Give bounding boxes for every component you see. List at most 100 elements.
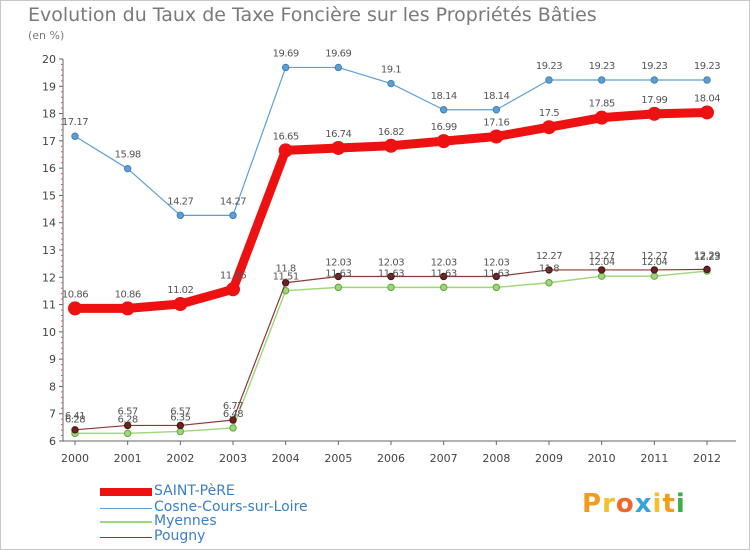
data-label: 17.5 <box>539 108 559 119</box>
series-2-point <box>492 283 501 292</box>
series-3-point <box>229 416 237 424</box>
data-label: 10.86 <box>62 289 88 300</box>
logo-letter: i <box>675 489 686 519</box>
y-tick-label: 13 <box>42 244 56 257</box>
series-3-point <box>176 421 185 430</box>
legend-swatch <box>100 521 152 523</box>
series-0-point <box>120 301 135 316</box>
series-3-point <box>492 272 501 281</box>
x-tick-label: 2006 <box>377 452 405 465</box>
data-label: 19.69 <box>325 48 351 59</box>
logo-letter: P <box>582 489 603 519</box>
y-tick-label: 12 <box>42 271 56 284</box>
legend-swatch <box>100 536 152 538</box>
x-tick-label: 2008 <box>482 452 510 465</box>
data-label: 16.82 <box>378 127 404 138</box>
data-label: 19.23 <box>694 61 720 72</box>
series-0-point <box>278 143 293 158</box>
data-label: 6.28 <box>65 414 85 425</box>
data-label: 19.69 <box>273 48 299 59</box>
data-label: 10.86 <box>115 289 141 300</box>
y-tick-label: 15 <box>42 189 56 202</box>
x-tick-label: 2004 <box>272 452 300 465</box>
x-tick-label: 2007 <box>430 452 458 465</box>
data-label: 6.57 <box>118 406 138 417</box>
series-0-point <box>68 301 82 316</box>
data-label: 12.27 <box>641 251 667 262</box>
series-1-point <box>71 132 79 140</box>
data-label: 11.8 <box>276 264 296 275</box>
data-label: 16.74 <box>325 129 351 140</box>
legend-label: Cosne-Cours-sur-Loire <box>154 499 308 515</box>
x-tick-label: 2010 <box>588 452 616 465</box>
data-label: 18.04 <box>694 93 720 104</box>
series-3-point <box>439 272 448 281</box>
y-tick-label: 14 <box>42 217 56 230</box>
data-label: 6.35 <box>170 412 190 423</box>
series-1-point <box>597 76 606 84</box>
data-label: 11.63 <box>431 268 457 279</box>
y-tick-label: 20 <box>42 53 56 66</box>
x-tick-label: 2000 <box>61 452 89 465</box>
data-label: 17.16 <box>483 117 509 128</box>
data-label: 12.27 <box>536 251 562 262</box>
legend-swatch <box>100 507 152 509</box>
series-0-point <box>331 140 346 155</box>
data-label: 19.23 <box>641 61 667 72</box>
logo-letter: r <box>602 489 616 519</box>
series-2-point <box>334 283 343 292</box>
y-axis-unit-label: (en %) <box>28 29 65 42</box>
y-tick-label: 11 <box>42 299 56 312</box>
series-2-point <box>439 283 448 292</box>
data-label: 17.85 <box>589 99 615 110</box>
data-label: 12.23 <box>694 252 720 263</box>
legend-label: Pougny <box>154 528 206 544</box>
series-2-point <box>597 272 606 280</box>
x-tick-label: 2009 <box>535 452 563 465</box>
y-tick-label: 19 <box>42 80 56 93</box>
data-label: 6.48 <box>223 409 243 420</box>
series-1-point <box>703 76 711 84</box>
series-3-point <box>387 272 395 281</box>
series-1-point <box>439 106 448 114</box>
series-0-point <box>542 120 556 135</box>
data-label: 6.41 <box>65 411 85 422</box>
data-label: 17.99 <box>641 95 667 106</box>
series-1-point <box>176 211 185 220</box>
y-tick-label: 9 <box>49 353 56 366</box>
data-label: 19.1 <box>381 65 401 76</box>
series-0-point <box>700 105 714 120</box>
x-tick-label: 2011 <box>640 452 668 465</box>
series-3-point <box>650 266 659 274</box>
data-label: 12.03 <box>431 257 457 268</box>
data-label: 11.63 <box>483 268 509 279</box>
series-1-point <box>492 106 501 114</box>
data-label: 11.63 <box>378 268 404 279</box>
series-2-point <box>229 424 237 432</box>
data-label: 12.29 <box>694 250 720 261</box>
data-label: 11.51 <box>273 272 299 283</box>
legend-swatch <box>100 488 152 496</box>
y-tick-label: 17 <box>42 135 56 148</box>
series-0-point <box>436 134 451 149</box>
data-label: 18.14 <box>483 91 509 102</box>
series-1-point <box>123 164 132 173</box>
data-label: 18.14 <box>431 91 457 102</box>
data-label: 12.03 <box>483 257 509 268</box>
series-2-point <box>545 279 553 287</box>
x-tick-label: 2012 <box>693 452 721 465</box>
series-1-point <box>387 79 395 88</box>
data-label: 12.27 <box>589 251 615 262</box>
x-tick-label: 2002 <box>166 452 194 465</box>
y-tick-label: 7 <box>49 408 56 421</box>
series-2-point <box>176 427 185 436</box>
series-3-point <box>703 265 711 274</box>
data-label: 12.04 <box>641 257 667 268</box>
y-tick-label: 16 <box>42 162 56 175</box>
data-label: 6.77 <box>223 401 243 412</box>
data-label: 6.28 <box>118 414 138 425</box>
series-2-point <box>123 429 132 438</box>
logo-letter: x <box>634 489 653 519</box>
